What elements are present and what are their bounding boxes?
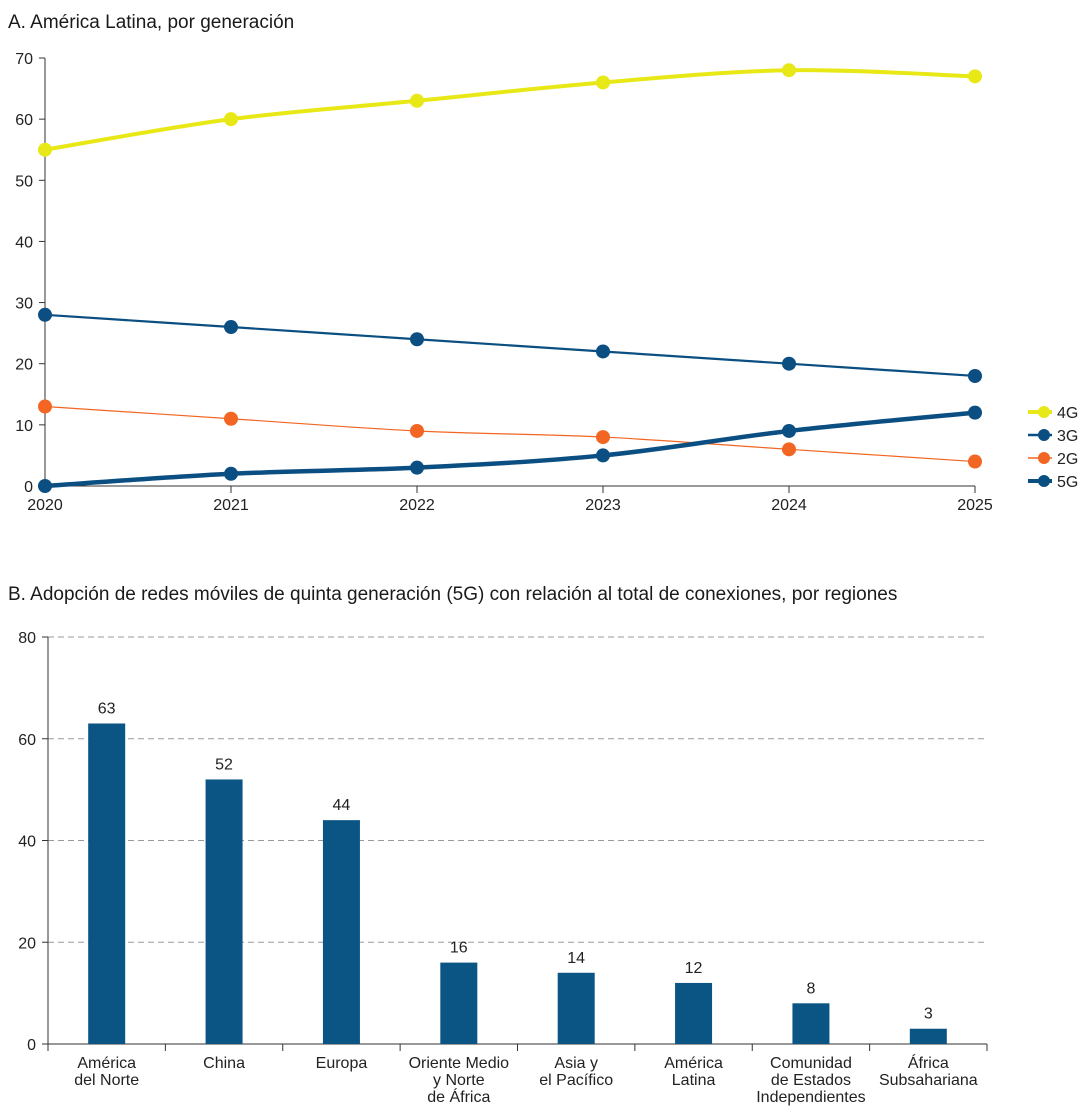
data-point-2g bbox=[596, 430, 610, 445]
series-line-3g bbox=[43, 313, 977, 378]
bar-value-label: 3 bbox=[924, 1006, 933, 1023]
bar bbox=[88, 723, 126, 1044]
bar bbox=[909, 1028, 947, 1044]
y-tick-label: 0 bbox=[27, 1037, 36, 1054]
y-tick-label: 70 bbox=[15, 51, 33, 68]
y-tick-label: 50 bbox=[15, 173, 33, 190]
category-label: el Pacífico bbox=[539, 1072, 613, 1089]
category-label: y Norte bbox=[433, 1072, 485, 1089]
data-point-3g bbox=[782, 356, 796, 371]
data-point-4g bbox=[968, 69, 982, 84]
legend-marker-2g bbox=[1038, 452, 1050, 464]
category-label: América bbox=[77, 1055, 136, 1072]
data-point-3g bbox=[38, 307, 52, 322]
x-tick-label: 2023 bbox=[585, 497, 621, 514]
y-tick-label: 20 bbox=[15, 357, 33, 374]
bar-value-label: 12 bbox=[685, 960, 703, 977]
data-point-4g bbox=[782, 63, 796, 78]
series-line-4g bbox=[43, 68, 977, 152]
data-point-5g bbox=[968, 405, 982, 420]
category-label: Oriente Medio bbox=[409, 1055, 510, 1072]
bar bbox=[557, 972, 595, 1044]
y-tick-label: 80 bbox=[18, 630, 36, 647]
bar bbox=[322, 820, 360, 1044]
data-point-3g bbox=[968, 368, 982, 383]
category-label: de África bbox=[427, 1087, 490, 1106]
data-point-2g bbox=[38, 399, 52, 414]
bar-value-label: 14 bbox=[567, 950, 585, 967]
data-point-3g bbox=[224, 320, 238, 335]
data-point-2g bbox=[782, 442, 796, 457]
legend-label-2g: 2G bbox=[1057, 451, 1078, 468]
data-point-5g bbox=[224, 466, 238, 481]
data-point-2g bbox=[410, 423, 424, 438]
x-tick-label: 2025 bbox=[957, 497, 993, 514]
bar-value-label: 52 bbox=[215, 756, 233, 773]
category-label: del Norte bbox=[74, 1072, 139, 1089]
bar-value-label: 16 bbox=[450, 940, 468, 957]
bar bbox=[792, 1003, 830, 1044]
category-label: Latina bbox=[672, 1072, 716, 1089]
chart-a-title: A. América Latina, por generación bbox=[8, 12, 295, 33]
y-tick-label: 60 bbox=[18, 732, 36, 749]
y-tick-label: 30 bbox=[15, 296, 33, 313]
data-point-2g bbox=[968, 454, 982, 469]
x-tick-label: 2024 bbox=[771, 497, 807, 514]
y-tick-label: 40 bbox=[15, 234, 33, 251]
category-label: Independientes bbox=[756, 1089, 865, 1106]
bar-value-label: 8 bbox=[806, 980, 815, 997]
series-line-2g bbox=[44, 405, 976, 463]
y-tick-label: 40 bbox=[18, 834, 36, 851]
data-point-4g bbox=[410, 93, 424, 108]
x-tick-label: 2022 bbox=[399, 497, 435, 514]
data-point-3g bbox=[410, 332, 424, 347]
legend-marker-4g bbox=[1038, 406, 1050, 418]
category-label: Asia y bbox=[554, 1055, 598, 1072]
category-label: China bbox=[203, 1055, 245, 1072]
y-tick-label: 10 bbox=[15, 418, 33, 435]
data-point-4g bbox=[596, 75, 610, 90]
data-point-5g bbox=[410, 460, 424, 475]
legend-marker-5g bbox=[1038, 475, 1050, 487]
category-label: Subsahariana bbox=[879, 1072, 978, 1089]
bar bbox=[675, 982, 713, 1044]
series-line-5g bbox=[42, 410, 978, 489]
data-point-3g bbox=[596, 344, 610, 359]
bar-value-label: 44 bbox=[333, 797, 351, 814]
category-label: Comunidad bbox=[770, 1055, 852, 1072]
legend-label-4g: 4G bbox=[1057, 405, 1078, 422]
category-label: América bbox=[664, 1055, 723, 1072]
data-point-5g bbox=[596, 448, 610, 463]
data-point-4g bbox=[224, 112, 238, 127]
x-tick-label: 2021 bbox=[213, 497, 249, 514]
y-tick-label: 20 bbox=[18, 935, 36, 952]
legend-label-3g: 3G bbox=[1057, 428, 1078, 445]
category-label: Europa bbox=[316, 1055, 368, 1072]
data-point-4g bbox=[38, 142, 52, 157]
x-tick-label: 2020 bbox=[27, 497, 63, 514]
legend-marker-3g bbox=[1038, 429, 1050, 441]
bar bbox=[205, 779, 243, 1044]
y-tick-label: 60 bbox=[15, 112, 33, 129]
chart-b-title: B. Adopción de redes móviles de quinta g… bbox=[8, 584, 898, 605]
category-label: de Estados bbox=[771, 1072, 851, 1089]
data-point-2g bbox=[224, 411, 238, 426]
bar bbox=[440, 962, 478, 1044]
legend-label-5g: 5G bbox=[1057, 474, 1078, 491]
data-point-5g bbox=[38, 479, 52, 493]
chart-a-line-chart: 0 10 20 30 40 50 60 70 2020 2021 2022 2023 2024 2025 4… bbox=[15, 51, 1078, 514]
category-label: África bbox=[908, 1053, 949, 1072]
y-tick-label: 0 bbox=[24, 479, 33, 496]
bar-value-label: 63 bbox=[98, 700, 116, 717]
data-point-5g bbox=[782, 423, 796, 438]
